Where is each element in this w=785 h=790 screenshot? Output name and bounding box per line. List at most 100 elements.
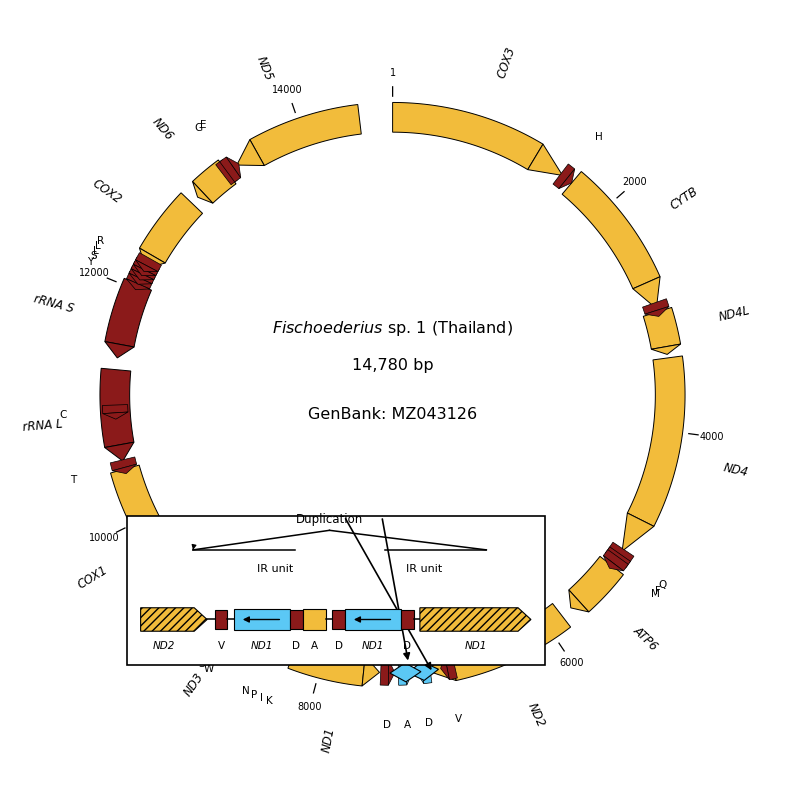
- Text: ND6: ND6: [149, 116, 176, 144]
- Text: D: D: [334, 641, 342, 652]
- Polygon shape: [105, 278, 152, 347]
- Text: Q: Q: [658, 581, 666, 590]
- Text: 14000: 14000: [272, 85, 303, 96]
- Polygon shape: [192, 182, 213, 203]
- Text: ND2: ND2: [525, 702, 547, 730]
- Bar: [345, 609, 401, 630]
- Polygon shape: [450, 604, 571, 680]
- Polygon shape: [126, 279, 150, 290]
- Text: L: L: [95, 241, 101, 250]
- Text: COX1: COX1: [75, 563, 110, 592]
- Polygon shape: [112, 465, 137, 473]
- Polygon shape: [265, 633, 276, 656]
- Text: 14,780 bp: 14,780 bp: [352, 358, 433, 373]
- Text: Duplication: Duplication: [296, 513, 363, 525]
- Polygon shape: [111, 465, 192, 585]
- Polygon shape: [219, 608, 240, 632]
- Bar: [302, 609, 326, 630]
- Polygon shape: [389, 660, 395, 685]
- Text: COX3: COX3: [495, 45, 518, 81]
- Bar: [215, 610, 228, 629]
- Bar: [290, 610, 302, 629]
- Polygon shape: [440, 655, 449, 679]
- Polygon shape: [216, 160, 237, 185]
- Polygon shape: [420, 608, 531, 631]
- Polygon shape: [528, 144, 563, 175]
- Polygon shape: [271, 636, 283, 659]
- Text: W: W: [203, 664, 214, 674]
- Polygon shape: [129, 273, 152, 284]
- Text: rRNA L: rRNA L: [22, 417, 63, 434]
- Polygon shape: [604, 550, 628, 571]
- Text: R: R: [97, 235, 104, 246]
- Polygon shape: [390, 663, 421, 682]
- Text: CYTB: CYTB: [667, 185, 700, 213]
- Polygon shape: [633, 276, 660, 309]
- Text: ATP6: ATP6: [630, 624, 660, 653]
- Text: ND1: ND1: [250, 641, 273, 652]
- Polygon shape: [225, 611, 246, 637]
- Text: ND2: ND2: [153, 641, 175, 652]
- Polygon shape: [129, 265, 155, 284]
- Polygon shape: [192, 160, 236, 203]
- Polygon shape: [133, 257, 159, 276]
- Polygon shape: [232, 615, 246, 637]
- Polygon shape: [569, 590, 589, 612]
- Polygon shape: [392, 103, 543, 170]
- Text: D: D: [383, 720, 391, 730]
- Text: D: D: [403, 641, 411, 652]
- Text: ND3: ND3: [182, 671, 207, 699]
- Text: ND4L: ND4L: [717, 304, 751, 325]
- Text: 1: 1: [389, 68, 396, 77]
- Polygon shape: [104, 442, 134, 461]
- Polygon shape: [643, 299, 669, 314]
- Text: E: E: [199, 120, 206, 130]
- Polygon shape: [131, 269, 154, 280]
- Text: S: S: [90, 250, 97, 261]
- Polygon shape: [416, 659, 424, 683]
- Text: K: K: [266, 696, 272, 706]
- Text: M: M: [652, 589, 660, 600]
- Bar: [401, 610, 414, 629]
- Text: N: N: [243, 686, 250, 696]
- Text: $\it{Fischoederius}$ sp. 1 (Thailand): $\it{Fischoederius}$ sp. 1 (Thailand): [272, 319, 513, 338]
- Polygon shape: [559, 169, 575, 189]
- Polygon shape: [380, 660, 389, 685]
- Polygon shape: [622, 513, 654, 551]
- Polygon shape: [141, 608, 207, 631]
- Bar: [126, 516, 545, 665]
- Polygon shape: [170, 566, 199, 594]
- Text: 10000: 10000: [89, 533, 119, 544]
- Polygon shape: [652, 344, 681, 355]
- Polygon shape: [220, 157, 241, 182]
- Text: GenBank: MZ043126: GenBank: MZ043126: [308, 407, 477, 422]
- Text: P: P: [250, 690, 257, 700]
- Polygon shape: [285, 641, 295, 664]
- Polygon shape: [421, 657, 432, 683]
- Polygon shape: [562, 171, 660, 289]
- Polygon shape: [605, 553, 626, 568]
- Polygon shape: [362, 656, 379, 686]
- Text: D: D: [425, 718, 433, 728]
- Polygon shape: [407, 661, 439, 680]
- Text: ND1: ND1: [464, 641, 487, 652]
- Polygon shape: [427, 652, 456, 680]
- Text: COX2: COX2: [89, 177, 123, 206]
- Polygon shape: [237, 140, 265, 166]
- Text: H: H: [595, 133, 603, 142]
- Text: V: V: [455, 713, 462, 724]
- Text: IR unit: IR unit: [257, 564, 294, 574]
- Text: L: L: [93, 246, 99, 256]
- Text: IR unit: IR unit: [406, 564, 442, 574]
- Polygon shape: [643, 307, 681, 349]
- Polygon shape: [136, 253, 162, 272]
- Polygon shape: [225, 611, 240, 632]
- Polygon shape: [100, 368, 134, 447]
- Text: A: A: [311, 641, 318, 652]
- Polygon shape: [398, 660, 407, 685]
- Polygon shape: [126, 271, 153, 289]
- Polygon shape: [608, 548, 630, 563]
- Text: ND5: ND5: [254, 54, 275, 82]
- Polygon shape: [110, 457, 137, 471]
- Text: 12000: 12000: [79, 268, 110, 278]
